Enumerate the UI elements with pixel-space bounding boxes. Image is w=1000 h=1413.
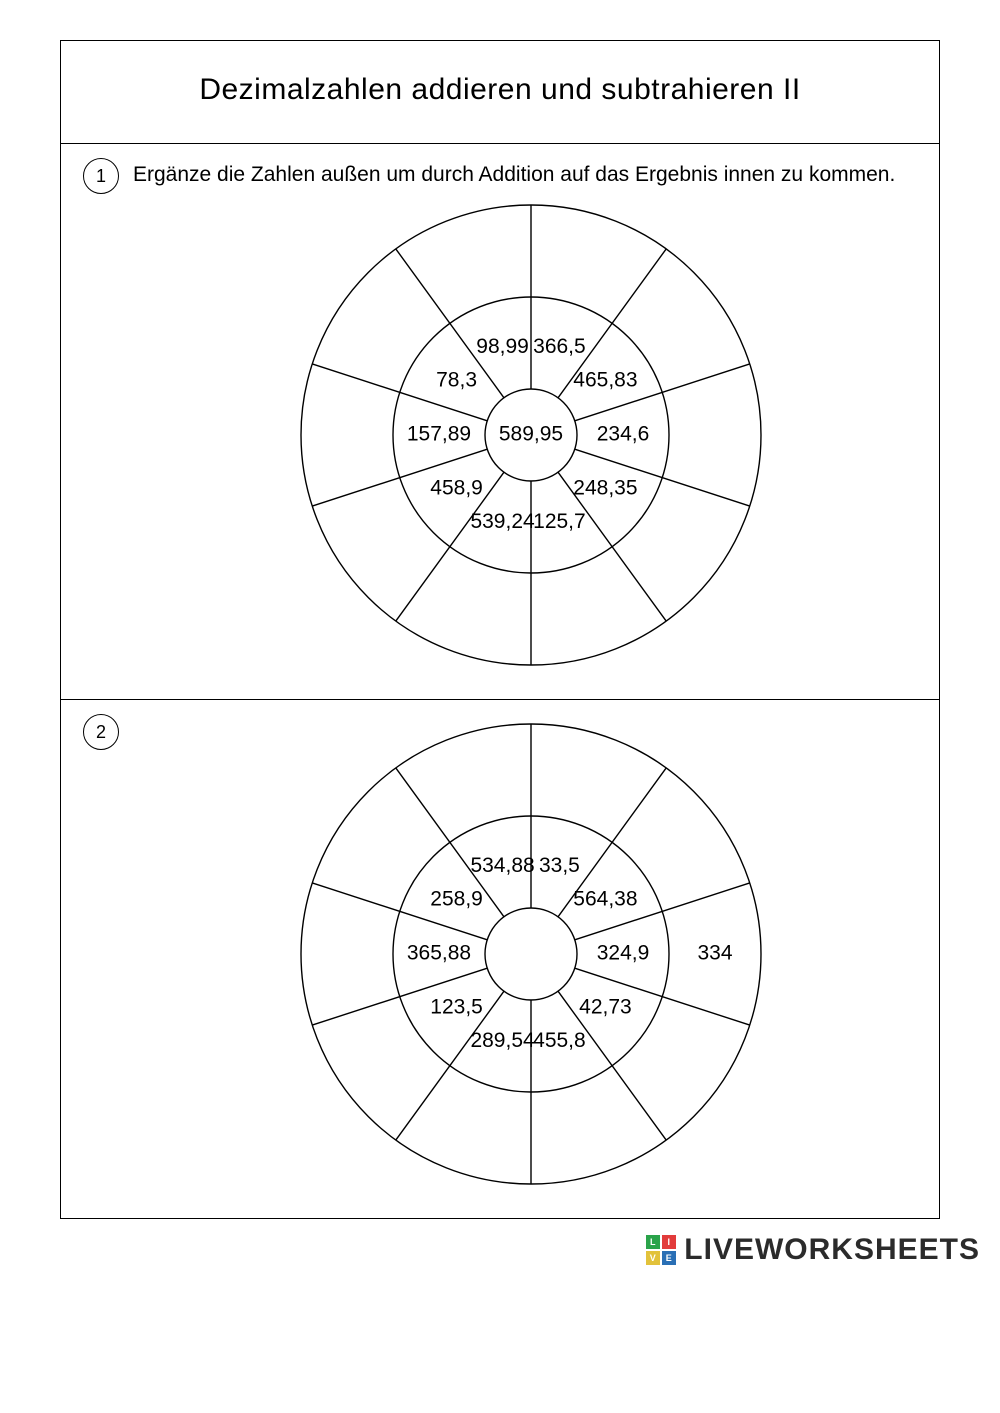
exercise-section: 1 Ergänze die Zahlen außen um durch Addit… xyxy=(61,144,939,700)
exercise-section: 2 33,5 564,38 324,9 334 42,73 455,8289,54 123,5… xyxy=(61,700,939,1218)
wheel-inner-value: 42,73 xyxy=(579,996,632,1019)
wheel-inner-value: 458,9 xyxy=(430,477,483,500)
number-wheel: 366,5 465,83 234,6 248,35 125,7539,24 458,9 15… xyxy=(291,195,771,675)
wheel-inner-value: 365,88 xyxy=(407,942,471,965)
wheel-inner-value: 234,6 xyxy=(597,423,650,446)
brand-text: LIVEWORKSHEETS xyxy=(684,1233,980,1267)
wheel-inner-value: 157,89 xyxy=(407,423,471,446)
page-title: Dezimalzahlen addieren und subtrahieren … xyxy=(61,41,939,144)
brand-logo-icon: LI VE xyxy=(646,1235,676,1265)
wheel-inner-value: 324,9 xyxy=(597,942,650,965)
wheel-inner-value: 248,35 xyxy=(573,477,637,500)
wheel-inner-value: 289,54 xyxy=(470,1029,535,1052)
number-wheel: 33,5 564,38 324,9 334 42,73 455,8289,54 123,5 3… xyxy=(291,714,771,1194)
brand-footer: LI VE LIVEWORKSHEETS xyxy=(0,1219,1000,1267)
wheel-inner-value: 258,9 xyxy=(430,888,483,911)
worksheet-page: Dezimalzahlen addieren und subtrahieren … xyxy=(60,40,940,1219)
exercise-number: 2 xyxy=(83,714,119,750)
wheel-inner-value: 78,3 xyxy=(436,369,477,392)
wheel-outer-input[interactable]: 334 xyxy=(697,942,732,965)
wheel-inner-value: 455,8 xyxy=(533,1029,586,1052)
wheel-inner-value: 33,5 xyxy=(539,854,580,877)
wheel-inner-value: 125,7 xyxy=(533,510,586,533)
exercise-instruction: Ergänze die Zahlen außen um durch Additi… xyxy=(133,160,921,189)
wheel-inner-value: 465,83 xyxy=(573,369,637,392)
wheel-inner-value: 123,5 xyxy=(430,996,483,1019)
wheel-inner-value: 564,38 xyxy=(573,888,637,911)
wheel-inner-value: 98,99 xyxy=(476,335,529,358)
wheel-inner-value: 534,88 xyxy=(470,854,534,877)
wheel-inner-value: 539,24 xyxy=(470,510,535,533)
wheel-center-value: 589,95 xyxy=(499,423,563,446)
exercise-number: 1 xyxy=(83,158,119,194)
wheel-inner-value: 366,5 xyxy=(533,335,586,358)
